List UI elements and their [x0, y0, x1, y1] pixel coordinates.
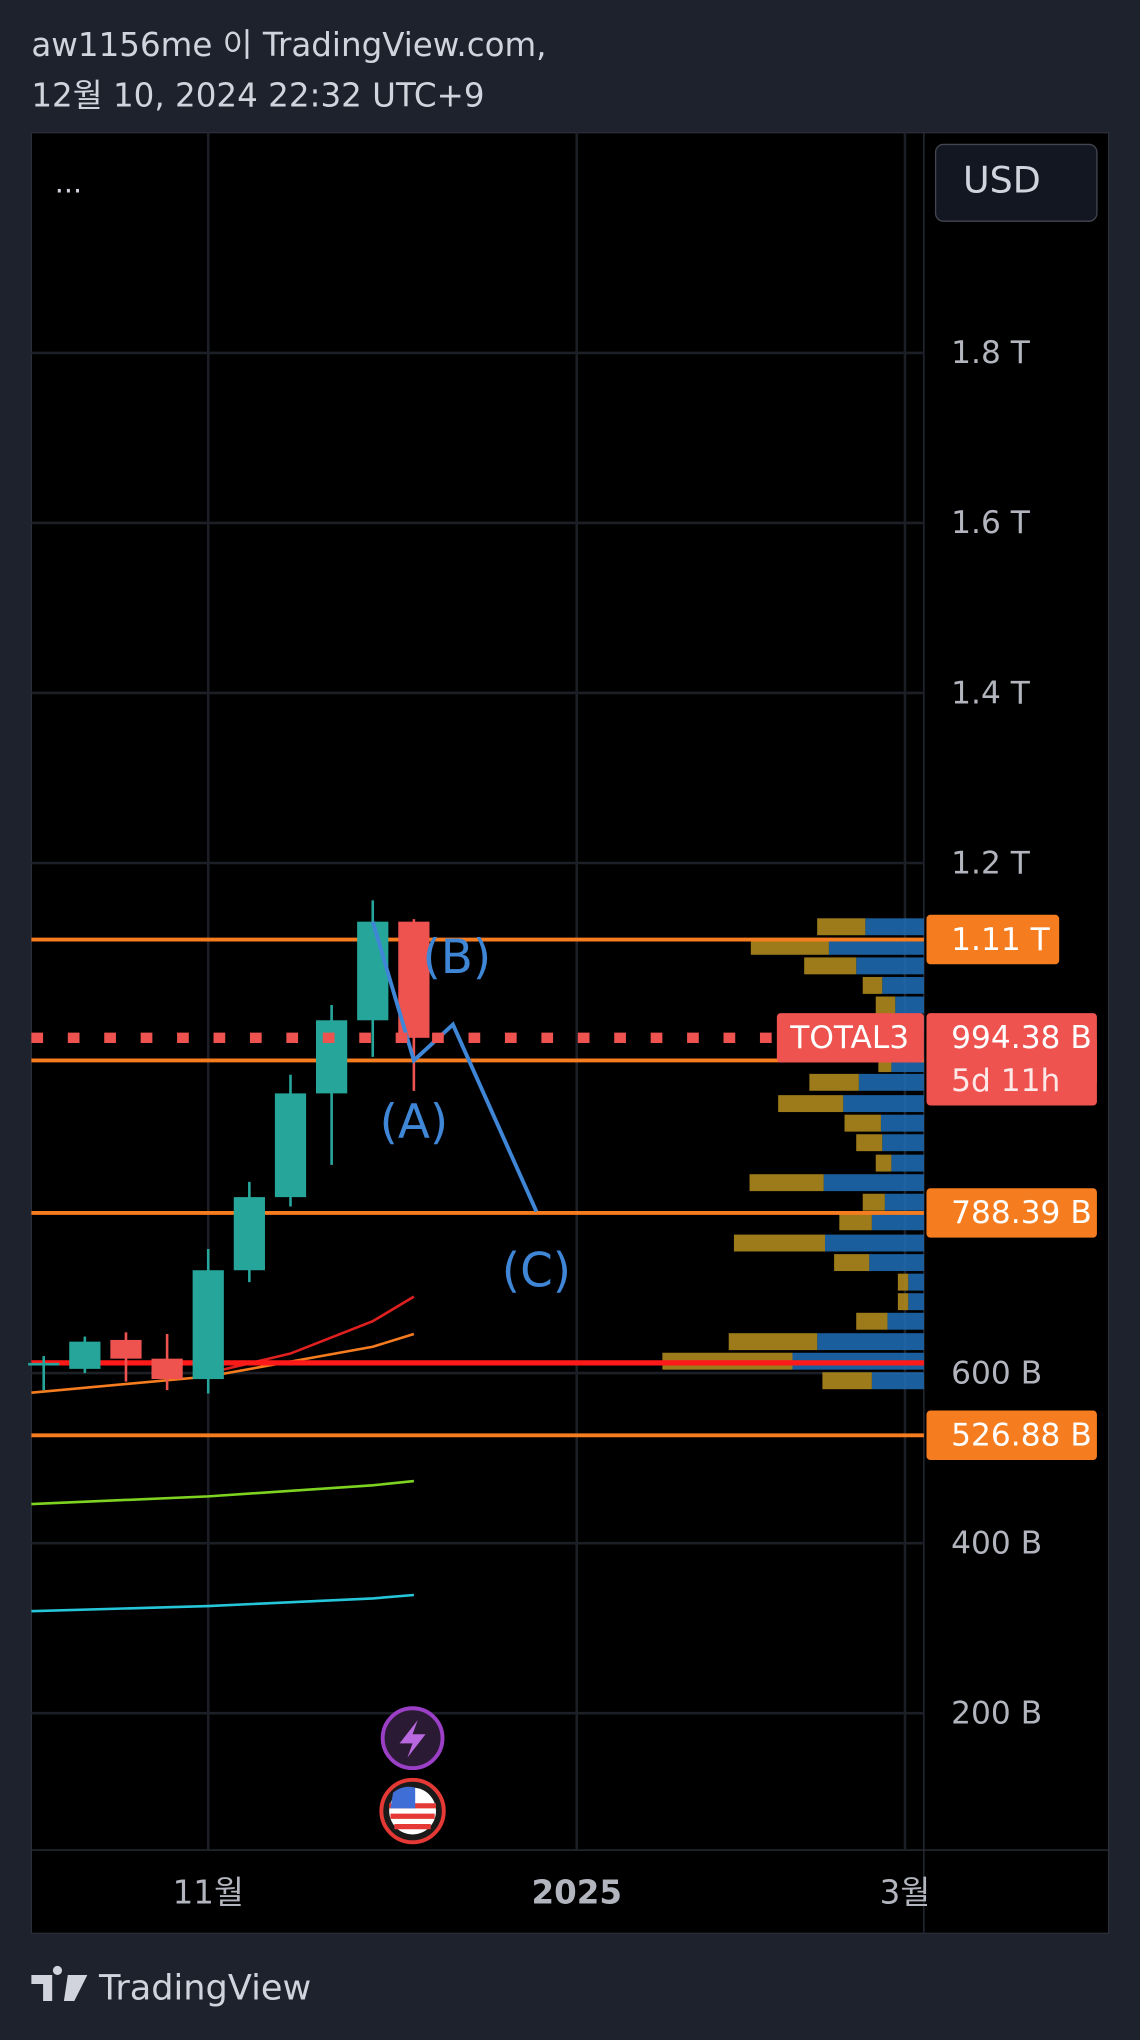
level-label: 526.88 B — [951, 1418, 1092, 1454]
volume-profile-down — [839, 1213, 872, 1231]
volume-profile-up — [880, 1114, 924, 1132]
volume-profile-up — [865, 918, 924, 936]
candle-body — [28, 1362, 60, 1366]
volume-profile-up — [817, 1333, 924, 1351]
event-icons — [379, 1706, 446, 1845]
volume-profile-up — [908, 1293, 924, 1311]
candle-body — [69, 1341, 101, 1369]
wave-label: (C) — [502, 1245, 571, 1299]
volume-profile-down — [862, 976, 883, 994]
symbol-label: TOTAL3 — [789, 1020, 909, 1056]
volume-profile-down — [733, 1234, 825, 1252]
volume-profile-down — [834, 1254, 870, 1272]
volume-profile-up — [895, 996, 924, 1014]
y-tick-label: 1.8 T — [951, 335, 1031, 371]
last-price-label: 994.38 B — [951, 1020, 1092, 1056]
level-label-box — [926, 1410, 1097, 1460]
countdown: 5d 11h — [951, 1063, 1060, 1099]
volume-profile-up — [891, 1154, 924, 1172]
volume-profile-down — [817, 918, 866, 936]
volume-profile-up — [843, 1095, 924, 1113]
volume-profile-down — [728, 1333, 818, 1351]
wave-label: (A) — [380, 1096, 449, 1150]
logo-mark — [31, 1965, 88, 2001]
volume-profile-down — [822, 1372, 872, 1390]
volume-profile-down — [875, 1154, 892, 1172]
y-tick-label: 1.4 T — [951, 675, 1031, 711]
volume-profile-down — [897, 1293, 909, 1311]
level-label-box — [926, 914, 1060, 965]
candle-body — [110, 1339, 142, 1359]
candle-body — [192, 1270, 224, 1380]
volume-profile-down — [809, 1073, 859, 1091]
volume-profile-down — [875, 996, 896, 1014]
wave-label: (B) — [422, 931, 491, 985]
volume-profile-down — [804, 957, 857, 975]
level-label: 1.11 T — [951, 922, 1050, 958]
x-tick-label: 2025 — [531, 1873, 622, 1911]
volume-profile-up — [871, 1213, 924, 1231]
y-tick-label: 400 B — [951, 1525, 1042, 1561]
level-label: 788.39 B — [951, 1195, 1092, 1231]
x-tick-label: 11월 — [173, 1873, 244, 1911]
lightning — [399, 1719, 426, 1758]
volume-profile-up — [858, 1073, 924, 1091]
footer-logo: TradingView — [31, 1965, 311, 2008]
currency-button[interactable] — [934, 143, 1098, 222]
volume-profile-up — [869, 1254, 924, 1272]
volume-profile-up — [828, 937, 924, 955]
currency-label: USD — [963, 159, 1041, 202]
menu-dots[interactable]: ... — [55, 166, 82, 200]
y-tick-label: 1.2 T — [951, 845, 1031, 881]
volume-profile-up — [825, 1234, 924, 1252]
volume-profile-up — [908, 1273, 924, 1291]
candle-body — [233, 1197, 265, 1271]
volume-profile-up — [884, 1193, 924, 1211]
candle-body — [316, 1020, 348, 1094]
symbol-label-box — [776, 1013, 924, 1063]
candle-body — [274, 1093, 307, 1198]
moving-average — [31, 1479, 415, 1506]
moving-average — [31, 1593, 414, 1613]
volume-profile-down — [750, 937, 829, 955]
x-tick-label: 3월 — [880, 1873, 931, 1911]
volume-profile-up — [871, 1372, 924, 1390]
volume-profile-up — [887, 1312, 924, 1330]
header-date: 12월 10, 2024 22:32 UTC+9 — [31, 77, 484, 115]
last-price-box — [926, 1013, 1097, 1106]
y-tick-label: 600 B — [951, 1355, 1042, 1391]
volume-profile-down — [856, 1134, 883, 1152]
volume-profile-up — [882, 1134, 924, 1152]
volume-profile-down — [862, 1193, 885, 1211]
candle-body — [357, 921, 389, 1021]
y-tick-label: 200 B — [951, 1695, 1042, 1731]
volume-profile-down — [844, 1114, 881, 1132]
volume-profile-up — [823, 1174, 924, 1192]
level-label-box — [926, 1188, 1097, 1238]
volume-profile-down — [856, 1312, 888, 1330]
volume-profile-down — [749, 1174, 824, 1192]
volume-profile-up — [882, 976, 924, 994]
grid — [31, 132, 924, 1851]
y-tick-label: 1.6 T — [951, 505, 1031, 541]
volume-profile-down — [897, 1273, 909, 1291]
header-author: aw1156me 이 TradingView.com, — [31, 26, 546, 64]
volume-profile-down — [778, 1095, 844, 1113]
candle-body — [151, 1358, 183, 1380]
footer-brand: TradingView — [98, 1967, 311, 2008]
flag-canton — [390, 1786, 416, 1809]
volume-profile-up — [856, 957, 924, 975]
